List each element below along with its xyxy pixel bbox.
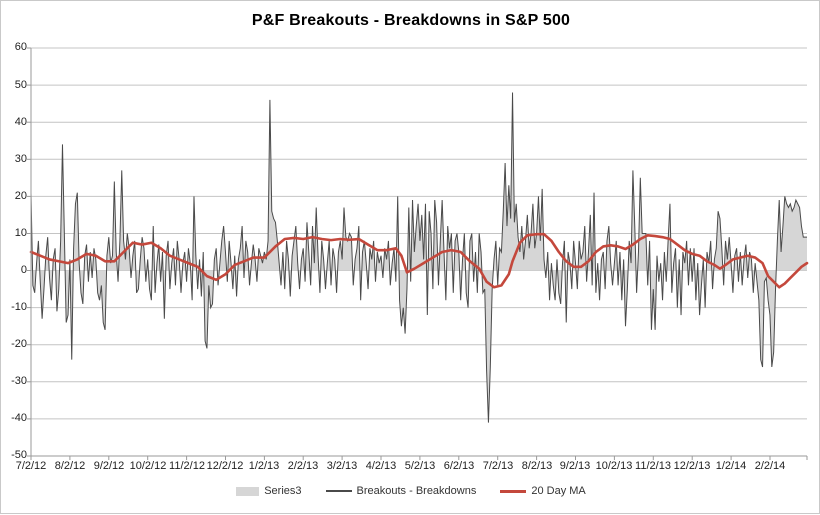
ma-swatch-icon [500,489,527,493]
x-axis-label: 5/2/13 [404,460,436,472]
x-axis-label: 2/2/13 [287,460,319,472]
x-axis-label: 1/2/14 [715,460,747,472]
y-axis-label: 10 [14,227,27,239]
legend-series3-label: Series3 [264,485,302,497]
x-axis-label: 11/2/12 [169,460,205,472]
x-axis-label: 1/2/13 [248,460,280,472]
legend-item-ma: 20 Day MA [500,485,586,497]
x-axis-label: 7/2/12 [15,460,47,472]
x-axis-label: 11/2/13 [635,460,671,472]
y-axis-label: 40 [14,116,27,128]
y-axis-label: -50 [11,449,27,461]
legend: Series3 Breakouts - Breakdowns 20 Day MA [1,485,820,497]
y-axis-label: 0 [20,264,27,276]
y-axis-label: 50 [14,79,27,91]
y-axis-label: -40 [11,412,27,424]
legend-item-breakouts: Breakouts - Breakdowns [325,485,477,497]
area-swatch-icon [236,486,260,496]
x-axis-label: 10/2/13 [595,460,633,472]
x-axis-label: 7/2/13 [482,460,514,472]
y-axis-label: -20 [11,338,27,350]
x-axis-label: 2/2/14 [754,460,786,472]
x-axis-label: 9/2/13 [559,460,591,472]
y-axis-label: 60 [14,41,27,53]
x-axis-label: 8/2/13 [521,460,553,472]
y-axis-label: -10 [11,301,27,313]
x-axis-label: 3/2/13 [326,460,358,472]
x-axis-label: 12/2/12 [206,460,244,472]
y-axis-label: 20 [14,190,27,202]
legend-item-series3: Series3 [236,485,302,497]
y-axis-label: 30 [14,153,27,165]
x-axis-label: 12/2/13 [673,460,711,472]
legend-ma-label: 20 Day MA [531,485,586,497]
y-axis-label: -30 [11,375,27,387]
x-axis-label: 8/2/12 [54,460,86,472]
x-axis-label: 10/2/12 [129,460,167,472]
chart-title: P&F Breakouts - Breakdowns in S&P 500 [251,12,571,29]
line-swatch-icon [325,490,352,492]
x-axis-label: 9/2/12 [93,460,125,472]
legend-line-label: Breakouts - Breakdowns [356,485,477,497]
x-axis-label: 4/2/13 [365,460,397,472]
x-axis-label: 6/2/13 [443,460,475,472]
